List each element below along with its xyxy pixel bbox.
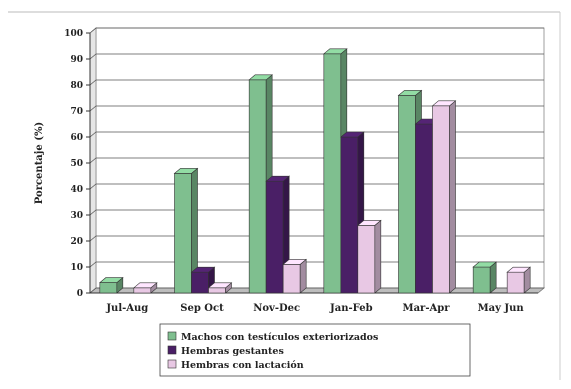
gridline (89, 235, 544, 242)
x-category-label: May Jun (478, 303, 525, 314)
legend-label: Hembras gestantes (181, 346, 284, 357)
bar-front (323, 53, 342, 294)
gridline (89, 79, 544, 86)
bar-front (506, 271, 525, 294)
bar-top (506, 266, 531, 273)
gridline (89, 157, 544, 164)
y-tick-label: 50 (70, 159, 83, 169)
legend-label: Machos con testículos exteriorizados (181, 332, 378, 343)
x-category-label: Mar-Apr (403, 303, 451, 314)
bar-side (489, 261, 497, 294)
bar-front (174, 173, 192, 294)
y-tick-label: 10 (70, 263, 83, 273)
y-tick-label: 80 (70, 81, 83, 91)
gridline (89, 209, 544, 216)
bar-front (357, 225, 376, 294)
gridline (89, 27, 544, 34)
y-tick-label: 30 (70, 211, 83, 221)
x-category-label: Sep Oct (180, 303, 224, 314)
y-tick-label: 70 (70, 107, 83, 117)
bar-front (99, 282, 118, 294)
bar-front (340, 136, 359, 294)
x-category-label: Nov-Dec (253, 303, 300, 314)
bar-top (207, 282, 233, 289)
bar-top (357, 220, 382, 226)
legend-swatch (167, 345, 177, 355)
bar-top (472, 261, 497, 268)
y-tick-label: 90 (70, 55, 83, 65)
bar-top (397, 90, 423, 96)
bar-side (299, 258, 307, 294)
bar-top (323, 48, 348, 55)
bar-front (191, 271, 209, 294)
y-tick-label: 60 (70, 133, 83, 143)
bar-front (472, 266, 491, 294)
bar-side (449, 100, 456, 294)
legend-swatch (167, 359, 177, 369)
legend-swatch (167, 331, 177, 341)
bar-top (265, 175, 290, 182)
x-category-label: Jul-Aug (105, 303, 148, 314)
gridline (89, 287, 544, 294)
y-tick-label: 0 (77, 289, 83, 299)
y-tick-label: 100 (64, 29, 83, 39)
bar-front (432, 105, 450, 294)
gridline (89, 105, 544, 112)
bar-top (190, 266, 216, 273)
bar-top (248, 74, 273, 81)
bar-top (282, 259, 307, 265)
bar-top (173, 168, 199, 174)
gridline (89, 183, 544, 190)
gridline (89, 261, 544, 268)
x-category-label: Jan-Feb (329, 303, 373, 314)
bar-front (265, 180, 284, 294)
y-axis-label: Porcentaje (%) (34, 122, 45, 204)
bar-top (133, 282, 158, 289)
bar-top (431, 100, 457, 107)
bar-front (282, 264, 301, 294)
legend-label: Hembras con lactación (181, 360, 304, 371)
gridline (89, 53, 544, 60)
bar-top (99, 277, 124, 283)
gridline (89, 131, 544, 138)
y-tick-label: 20 (70, 237, 83, 247)
bar-front (415, 123, 433, 294)
y-tick-label: 40 (70, 185, 83, 195)
bar-front (133, 287, 152, 294)
bar-front (398, 95, 416, 294)
legend-box (159, 323, 471, 377)
bar-side (374, 219, 382, 294)
bar-front (248, 79, 267, 294)
bar-top (340, 131, 365, 138)
bar-front (208, 287, 226, 294)
